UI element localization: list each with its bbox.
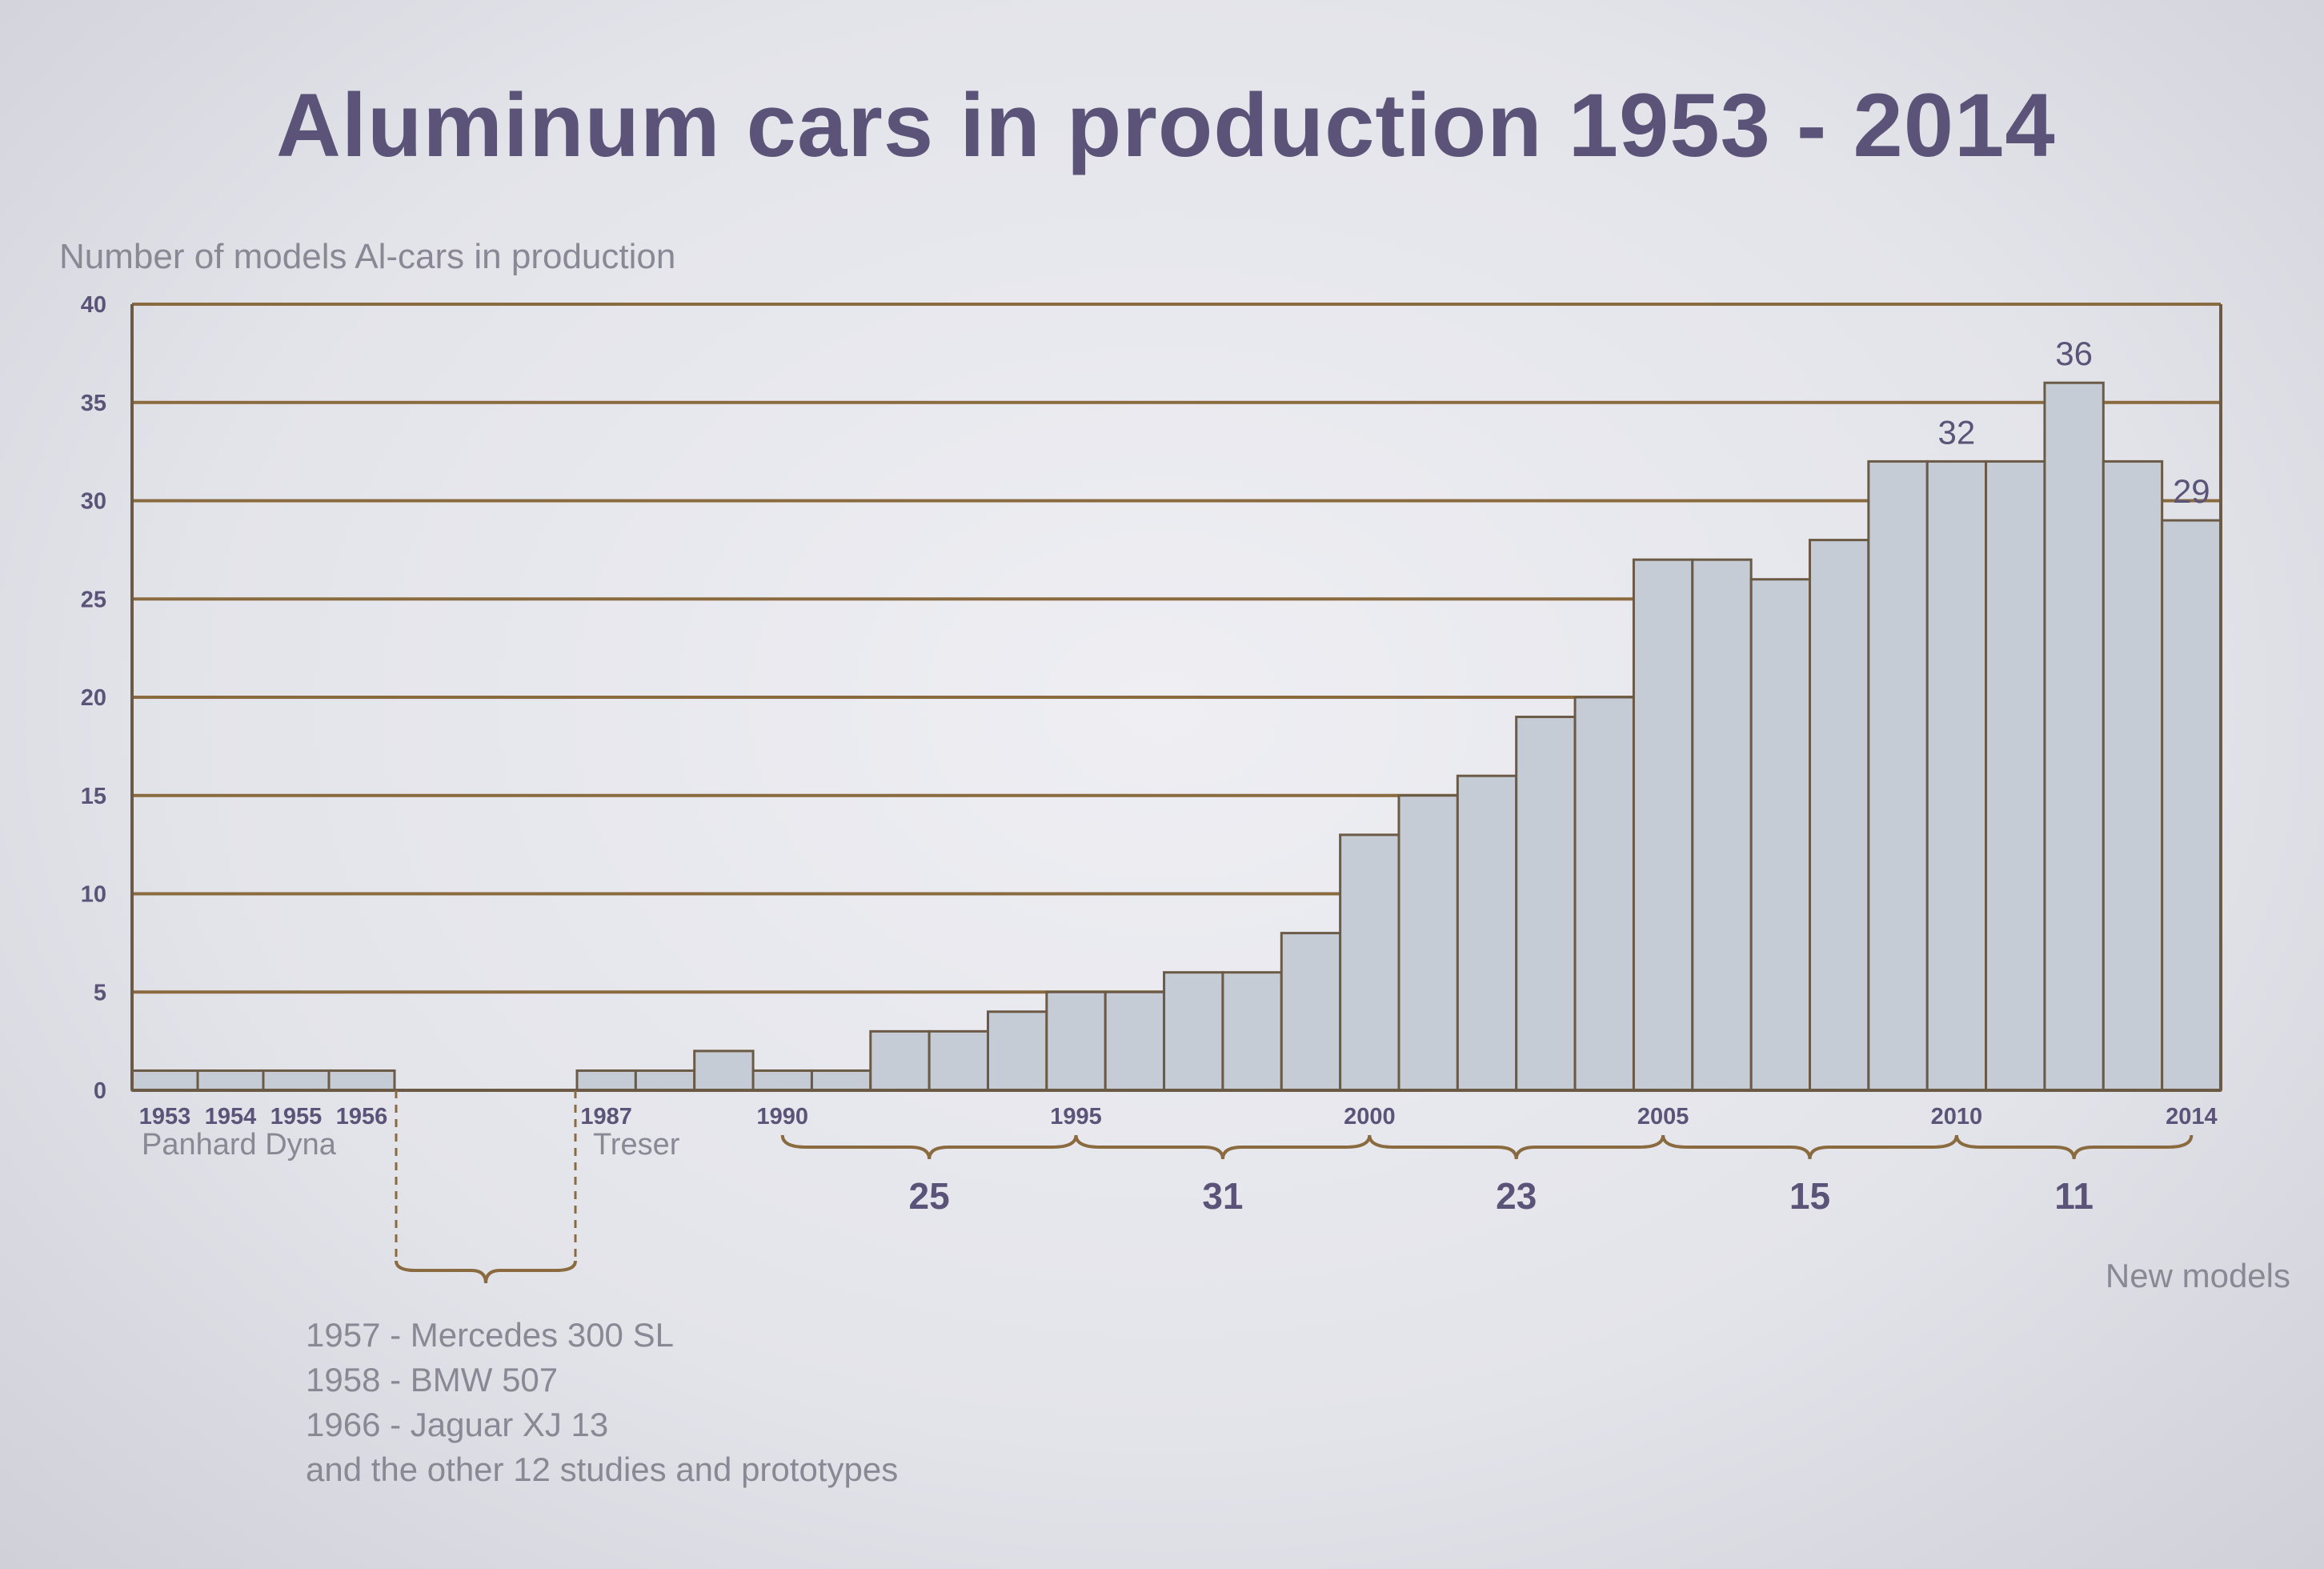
- y-tick-label: 15: [81, 784, 106, 809]
- gap-brace: [395, 1260, 577, 1284]
- gap-callout: 1957 - Mercedes 300 SL 1958 - BMW 507 1966…: [306, 1090, 898, 1488]
- new-model-braces: 25 31 23 15 11: [780, 1134, 2194, 1217]
- bar-2001: [1397, 794, 1459, 1092]
- bar-1996: [1104, 990, 1166, 1092]
- new-models-count: 15: [1789, 1175, 1830, 1217]
- bar-2004: [1573, 696, 1635, 1092]
- y-tick-label: 35: [81, 391, 106, 416]
- bar-1989: [693, 1049, 755, 1092]
- gap-note: and the other 12 studies and prototypes: [306, 1451, 898, 1488]
- bar-2006: [1691, 558, 1753, 1092]
- bar-1991: [810, 1069, 872, 1092]
- new-models-brace: [1074, 1134, 1372, 1160]
- bar-1993: [928, 1029, 989, 1092]
- y-axis-label: Number of models Al-cars in production: [59, 237, 675, 276]
- x-tick-label: 1955: [270, 1104, 323, 1130]
- bar-2012: [2043, 381, 2105, 1092]
- x-tick-label: 1956: [336, 1104, 388, 1130]
- bar-2008: [1809, 539, 1870, 1092]
- bar-2010: [1925, 459, 1988, 1092]
- y-tick-label: 10: [81, 882, 106, 908]
- bar-2014: [2161, 519, 2222, 1092]
- x-tick-label: 1954: [205, 1104, 257, 1130]
- bar-2003: [1515, 716, 1577, 1092]
- bar-1954: [196, 1069, 265, 1092]
- annotation: Treser: [593, 1128, 680, 1162]
- data-label: 36: [2055, 335, 2093, 372]
- data-label: 29: [2173, 472, 2210, 510]
- bar-2011: [1985, 459, 2046, 1092]
- chart-title: Aluminum cars in production 1953 - 2014: [276, 75, 2056, 175]
- x-tick-label: 2005: [1637, 1104, 1689, 1130]
- x-tick-label: 2010: [1931, 1104, 1983, 1130]
- bar-1992: [869, 1029, 931, 1092]
- bar-1988: [634, 1069, 696, 1092]
- y-ticks: 0 5 10 15 20 25 30 35 40: [81, 292, 106, 1104]
- y-tick-label: 25: [81, 587, 106, 612]
- y-tick-label: 0: [94, 1078, 106, 1104]
- x-tick-label: 1995: [1050, 1104, 1102, 1130]
- bar-1956: [327, 1069, 396, 1092]
- bar-2007: [1749, 578, 1811, 1092]
- bar-1994: [987, 1010, 1048, 1092]
- y-tick-label: 20: [81, 685, 106, 711]
- bar-2002: [1456, 774, 1518, 1092]
- bar-1997: [1163, 971, 1224, 1092]
- y-tick-label: 30: [81, 489, 106, 515]
- bars: [130, 381, 2222, 1092]
- new-models-count: 23: [1496, 1175, 1537, 1217]
- annotations: Panhard Dyna Treser: [142, 1128, 680, 1162]
- bar-1990: [751, 1069, 813, 1092]
- gap-note: 1958 - BMW 507: [306, 1361, 558, 1398]
- x-ticks: 1953 1954 1955 1956 1987 1990 1995 2000 2005 2010…: [139, 1104, 2218, 1130]
- new-models-brace: [1954, 1134, 2194, 1160]
- gap-note: 1957 - Mercedes 300 SL: [306, 1316, 674, 1354]
- new-models-brace: [780, 1134, 1078, 1160]
- x-tick-label: 2014: [2166, 1104, 2218, 1130]
- bar-1999: [1280, 932, 1342, 1092]
- bar-1987: [575, 1069, 637, 1092]
- bar-2005: [1632, 558, 1694, 1092]
- bar-2000: [1339, 833, 1400, 1092]
- axes: [130, 304, 2222, 1092]
- bar-2009: [1867, 459, 1929, 1092]
- new-models-count: 11: [2054, 1175, 2094, 1217]
- new-models-brace: [1368, 1134, 1665, 1160]
- x-tick-label: 1987: [580, 1104, 632, 1130]
- bar-1998: [1221, 971, 1283, 1092]
- new-models-count: 31: [1202, 1175, 1243, 1217]
- bar-2013: [2102, 459, 2164, 1092]
- y-tick-label: 5: [94, 980, 106, 1005]
- x-tick-label: 1990: [756, 1104, 808, 1130]
- y-tick-label: 40: [81, 292, 106, 318]
- bar-1953: [130, 1069, 199, 1092]
- x-tick-label: 2000: [1344, 1104, 1396, 1130]
- x-tick-label: 1953: [139, 1104, 191, 1130]
- new-models-count: 25: [909, 1175, 950, 1217]
- bar-1995: [1045, 990, 1107, 1092]
- data-labels: 32 36 29: [1938, 335, 2210, 510]
- gridlines: [132, 303, 2221, 994]
- annotation: Panhard Dyna: [142, 1128, 337, 1162]
- data-label: 32: [1938, 413, 1976, 451]
- new-models-label: New models: [2106, 1257, 2290, 1294]
- gap-note: 1966 - Jaguar XJ 13: [306, 1406, 608, 1443]
- bar-1955: [262, 1069, 331, 1092]
- new-models-brace: [1661, 1134, 1958, 1160]
